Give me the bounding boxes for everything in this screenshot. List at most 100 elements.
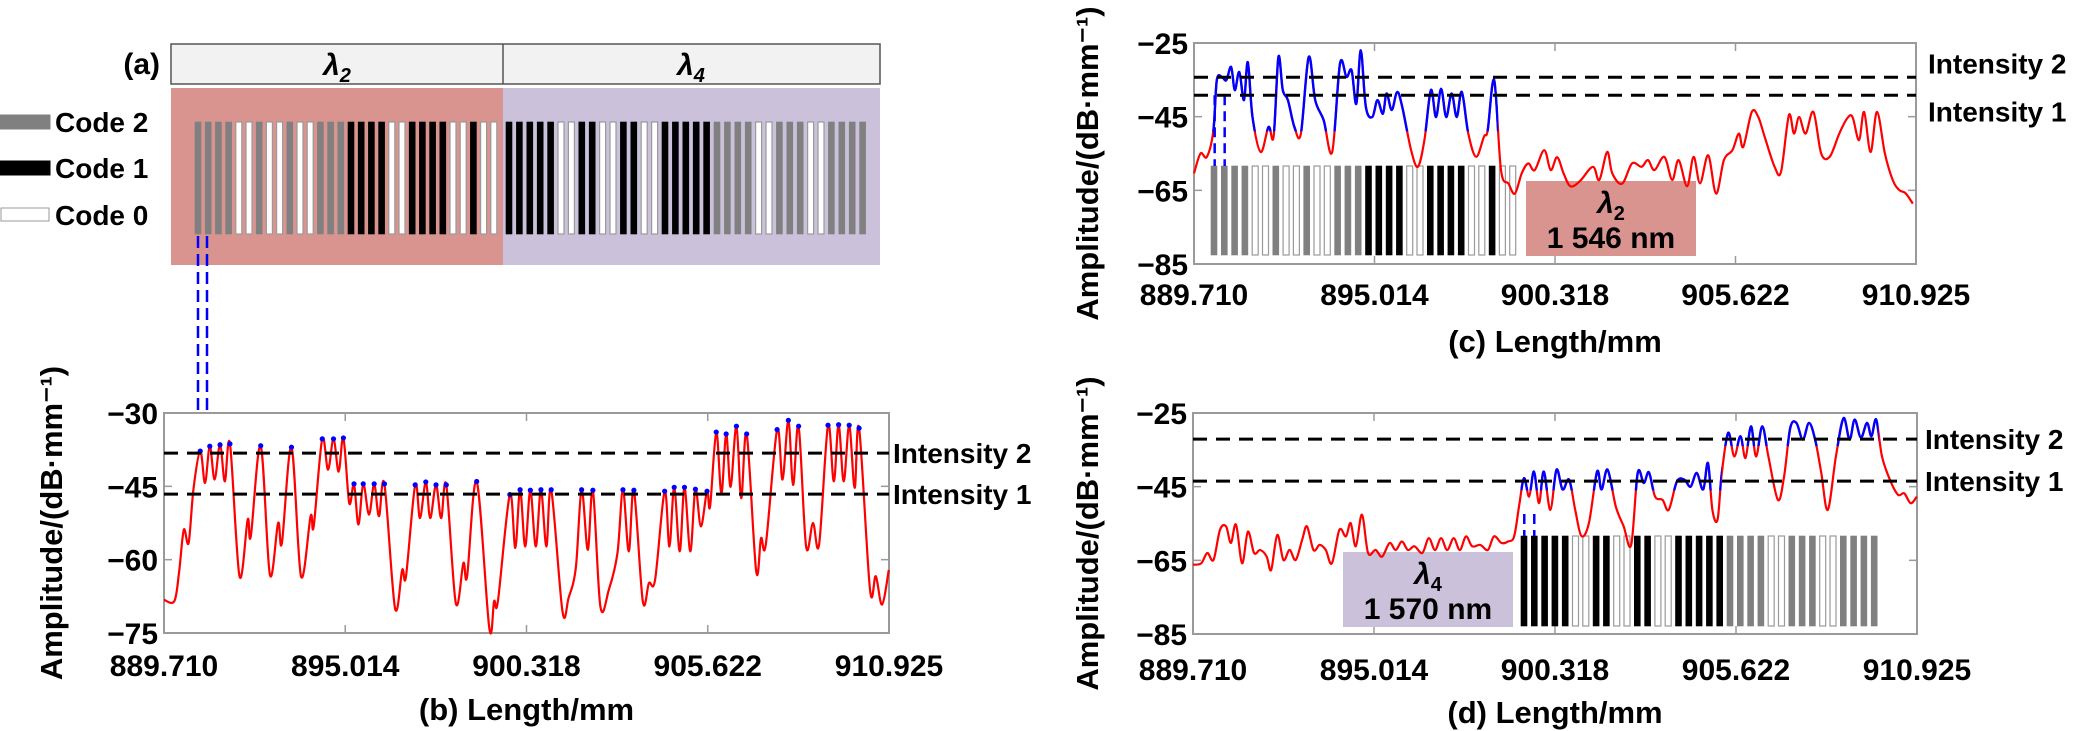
code-bar-2 [796,121,804,235]
peak-marker [412,482,418,488]
threshold-label: Intensity 2 [1928,48,2066,79]
code-bar-2 [317,121,324,235]
threshold-label: Intensity 1 [1925,466,2063,497]
code-bar-1 [661,121,669,235]
header-lambda2-symbol: λ [321,49,340,82]
code-bar-2 [848,121,856,235]
code-bar-0 [1478,165,1486,256]
code-bar-0 [306,121,314,235]
code-bar-1 [588,121,596,235]
header-lambda2-subscript: 2 [339,65,351,87]
code-bar-1 [578,121,586,235]
x-tick-label: 910.925 [1863,654,1971,687]
x-tick-label: 905.622 [1681,279,1789,312]
x-axis-label: (d) Length/mm [1447,695,1662,730]
threshold-label: Intensity 1 [1928,96,2066,127]
code-bar-2 [734,121,742,235]
code-bar-0 [1664,535,1672,627]
wavelength-box [1343,552,1513,627]
x-tick-label: 889.710 [1139,654,1247,687]
code-bar-2 [1210,165,1218,256]
y-tick-label: −30 [107,398,158,431]
code-bar-2 [1303,165,1310,256]
wavelength-value: 1 570 nm [1364,593,1492,626]
peak-marker [681,484,688,490]
code-bar-1 [439,121,447,235]
code-bars-overlay [1210,165,1517,256]
code-bar-2 [225,121,232,235]
code-bar-2 [1737,535,1744,627]
code-bar-0 [1777,535,1786,627]
code-bar-1 [1520,535,1528,627]
header-lambda4: λ4 [675,49,705,87]
code-bar-2 [1272,165,1280,256]
x-tick-label: 895.014 [291,650,400,683]
wavelength-symbol: λ2 [1595,187,1625,225]
code-bar-0 [1251,165,1259,256]
code-bar-1 [1561,535,1569,627]
peak-marker [704,488,710,494]
code-bar-0 [640,121,648,235]
code-bar-2 [286,121,294,235]
code-bar-0 [296,121,304,235]
x-tick-label: 910.925 [835,650,943,683]
code-bar-1 [672,121,679,235]
threshold-label: Intensity 2 [1925,424,2063,455]
code-bar-1 [630,121,638,235]
amplitude-trace [163,419,890,635]
code-bar-0 [1467,165,1476,256]
code-bar-1 [1592,535,1600,627]
code-bar-1 [408,121,416,235]
peak-marker [319,436,325,442]
code-bar-0 [806,121,815,235]
code-bar-0 [1416,165,1424,256]
lambda-subscript: 4 [1431,574,1443,596]
y-tick-label: −65 [1137,175,1188,208]
y-axis-label: Amplitude/(dB·mm⁻¹) [1070,376,1105,690]
code-bar-2 [1334,165,1341,256]
code-bar-2 [1870,535,1878,627]
code-bar-1 [1447,165,1455,256]
y-tick-label: −45 [107,471,158,504]
peak-marker [692,486,699,492]
code-bar-1 [620,121,627,235]
code-bar-1 [1695,535,1703,627]
code-bar-0 [490,121,498,235]
code-bar-0 [609,121,617,235]
code-bar-2 [204,121,212,235]
peak-marker [835,422,842,428]
peak-marker [723,431,729,437]
code-bar-0 [398,121,406,235]
code-bar-2 [1840,535,1847,627]
legend-swatch-code1 [0,160,51,176]
peak-marker [433,482,439,488]
x-tick-label: 895.014 [1320,279,1429,312]
legend-label-code1: Code 1 [55,153,148,184]
peak-marker [774,427,780,433]
header-lambda4-symbol: λ [675,49,694,82]
code-bar-0 [1292,165,1301,256]
threshold-label: Intensity 2 [893,438,1031,469]
code-bar-0 [765,121,773,235]
peak-marker [579,487,585,493]
code-bar-0 [276,121,284,235]
code-bar-1 [419,121,426,235]
code-bar-2 [1344,165,1352,256]
code-bar-2 [215,121,222,235]
code-bar-0 [1582,535,1590,627]
y-tick-label: −85 [1137,249,1188,282]
code-bar-0 [245,121,253,235]
code-bar-1 [682,121,690,235]
code-bar-0 [265,121,273,235]
code-bar-0 [557,121,565,235]
x-tick-label: 900.318 [1501,279,1609,312]
highlighted-trace [1212,49,1499,132]
peak-marker [785,417,791,423]
code-bar-2 [713,121,721,235]
code-bar-2 [1747,535,1754,627]
code-bar-2 [1221,165,1228,256]
code-bar-1 [1634,535,1641,627]
peak-marker [217,442,223,448]
code-bar-1 [516,121,523,235]
